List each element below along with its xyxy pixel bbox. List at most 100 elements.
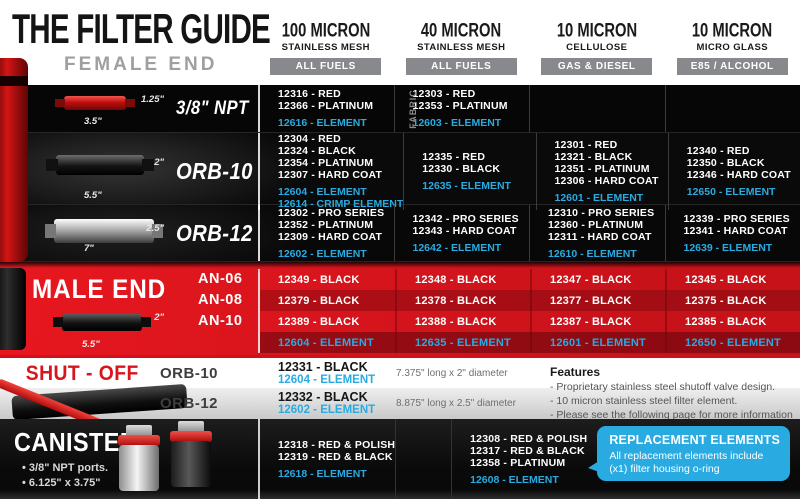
part-number: 12332 - BLACK <box>278 390 368 404</box>
element-number: 12604 - ELEMENT <box>278 373 376 386</box>
fuel-badge: ALL FUELS <box>405 58 517 75</box>
part-number: 12349 - BLACK <box>278 273 360 286</box>
canister-heading: CANISTER <box>14 427 138 457</box>
canister-spec: • 3/8" NPT ports. <box>22 462 109 474</box>
part-number: 12304 - RED <box>278 133 341 145</box>
width-dimension: 5.5" <box>82 339 100 350</box>
table-row-npt: 1.25" 3.5" 3/8" NPT 12316 - RED 12366 - P… <box>0 85 800 133</box>
shut-off-grid: SHUT - OFF ORB-10 12331 - BLACK 12604 - … <box>0 358 800 422</box>
part-number: 12366 - PLATINUM <box>278 100 374 112</box>
part-list: 12339 - PRO SERIES 12341 - HARD COAT <box>684 213 800 237</box>
element-number: 12602 - ELEMENT <box>278 247 367 260</box>
part-list: 12335 - RED 12330 - BLACK <box>422 151 535 175</box>
element-number: 12601 - ELEMENT <box>530 332 665 353</box>
part-cell: 12308 - RED & POLISH 12317 - RED & BLACK 1… <box>451 419 587 499</box>
fuel-badge: ALL FUELS <box>270 58 382 75</box>
micron-rating: 40 MICRON <box>421 18 502 41</box>
element-list: 12639 - ELEMENT <box>684 242 800 254</box>
element-list: 12635 - ELEMENT <box>422 180 535 192</box>
callout-body: All replacement elements include (x1) fi… <box>609 450 764 475</box>
part-number: 12303 - RED <box>412 88 476 100</box>
replacement-elements-callout: REPLACEMENT ELEMENTS All replacement ele… <box>588 426 790 481</box>
title-block: THE FILTER GUIDE FEMALE END <box>0 0 271 85</box>
row-title-an06: AN-06 <box>198 271 243 287</box>
part-number: 12378 - BLACK <box>395 290 530 311</box>
part-cell: 12339 - PRO SERIES 12341 - HARD COAT 1263… <box>664 205 800 261</box>
row-label-cell: 2.5" 7" ORB-12 <box>0 205 258 261</box>
table-row-orb10: 2" 5.5" ORB-10 12304 - RED 12324 - BLACK 1… <box>0 133 800 210</box>
part-number: 12330 - BLACK <box>422 163 501 175</box>
part-list: 12310 - PRO SERIES 12360 - PLATINUM 12311 … <box>548 207 665 243</box>
an-size-labels: AN-06 AN-08 AN-10 <box>198 269 258 332</box>
table-row-an08: 12379 - BLACK 12378 - BLACK 12377 - BLAC… <box>260 290 800 311</box>
part-number: 12347 - BLACK <box>530 269 665 290</box>
part-number: 12348 - BLACK <box>395 269 530 290</box>
element-list: 12650 - ELEMENT <box>687 186 800 198</box>
part-number: 12353 - PLATINUM <box>412 100 508 112</box>
part-number: 12301 - RED <box>554 139 618 151</box>
part-number: 12302 - PRO SERIES <box>278 206 385 219</box>
column-header-100-micron: 100 MICRON STAINLESS MESH ALL FUELS <box>258 0 394 85</box>
part-cell: 12331 - BLACK 12604 - ELEMENT <box>258 358 396 388</box>
element-list: 12604 - ELEMENT 12614 - CRIMP ELEMENT <box>278 186 403 210</box>
part-number: 12345 - BLACK <box>665 269 800 290</box>
empty-cell <box>664 85 800 132</box>
part-number: 12346 - HARD COAT <box>686 169 791 181</box>
element-number: 12650 - ELEMENT <box>686 186 776 198</box>
part-list: 12303 - RED 12353 - PLATINUM <box>413 88 530 112</box>
part-list: 12318 - RED & POLISH 12319 - RED & BLACK <box>278 439 395 463</box>
part-number: 12309 - HARD COAT <box>278 230 383 243</box>
part-number: 12354 - PLATINUM <box>278 157 374 169</box>
element-number: 12602 - ELEMENT <box>278 404 376 416</box>
column-header-10-micron-cellulose: 10 MICRON CELLULOSE GAS & DIESEL <box>529 0 665 85</box>
element-number: 12635 - ELEMENT <box>422 180 511 192</box>
part-number: 12324 - BLACK <box>278 145 356 157</box>
feature-item: - Please see the following page for more… <box>550 409 793 421</box>
part-number: 12388 - BLACK <box>395 311 530 332</box>
element-number: 12635 - ELEMENT <box>395 332 530 353</box>
part-cell: 12304 - RED 12324 - BLACK 12354 - PLATINUM… <box>258 133 403 210</box>
filter-photo-orb10: 2" 5.5" <box>46 133 166 210</box>
part-number: 12389 - BLACK <box>278 315 360 328</box>
element-number: 12601 - ELEMENT <box>554 192 644 204</box>
part-number: 12343 - HARD COAT <box>412 224 517 237</box>
element-list: 12616 - ELEMENT <box>278 117 394 129</box>
element-number: 12603 - ELEMENT <box>412 117 502 129</box>
row-title: ORB-12 <box>176 219 253 246</box>
part-number: 12342 - PRO SERIES <box>412 212 519 225</box>
part-number: 12307 - HARD COAT <box>278 169 383 181</box>
height-dimension: 1.25" <box>141 94 164 105</box>
bracket-image <box>178 421 204 433</box>
part-number: 12331 - BLACK <box>278 359 368 374</box>
element-list: 12608 - ELEMENT <box>470 474 587 486</box>
part-number: 12321 - BLACK <box>554 151 633 163</box>
page-title: THE FILTER GUIDE <box>12 6 271 52</box>
width-dimension: 7" <box>84 243 94 254</box>
fuel-badge: GAS & DIESEL <box>541 58 653 75</box>
feature-item: - 10 micron stainless steel filter eleme… <box>550 395 738 407</box>
red-filter-image <box>55 96 135 110</box>
media-type: STAINLESS MESH <box>417 42 506 53</box>
part-list: 12308 - RED & POLISH 12317 - RED & BLACK 1… <box>470 433 587 469</box>
micron-rating: 10 MICRON <box>556 18 637 41</box>
part-list: 12340 - RED 12350 - BLACK 12346 - HARD COA… <box>687 145 800 181</box>
part-number: 12317 - RED & BLACK <box>470 444 585 457</box>
callout-title: REPLACEMENT ELEMENTS <box>609 433 780 447</box>
media-type: MICRO GLASS <box>696 42 768 53</box>
part-cell: 12318 - RED & POLISH 12319 - RED & BLACK … <box>258 419 395 499</box>
width-dimension: 3.5" <box>84 116 102 127</box>
column-header-40-micron: 40 MICRON STAINLESS MESH ALL FUELS <box>394 0 530 85</box>
part-cell: 12302 - PRO SERIES 12352 - PLATINUM 12309 … <box>258 205 394 261</box>
part-number: 12308 - RED & POLISH <box>470 432 588 445</box>
part-number: 12311 - HARD COAT <box>548 230 652 243</box>
part-cell: 12332 - BLACK 12602 - ELEMENT <box>258 388 396 419</box>
part-number: 12358 - PLATINUM <box>470 456 566 469</box>
canister-specs: • 3/8" NPT ports. • 6.125" x 3.75" <box>22 461 258 491</box>
part-number: 12375 - BLACK <box>665 290 800 311</box>
part-cell: 12301 - RED 12321 - BLACK 12351 - PLATINUM… <box>535 133 668 210</box>
part-list: 12304 - RED 12324 - BLACK 12354 - PLATINUM… <box>278 133 403 181</box>
height-dimension: 2.5" <box>146 223 164 234</box>
features-block: Features - Proprietary stainless steel s… <box>532 358 800 421</box>
element-number: 12604 - ELEMENT <box>278 186 367 198</box>
part-cell: 12340 - RED 12350 - BLACK 12346 - HARD COA… <box>667 133 800 210</box>
